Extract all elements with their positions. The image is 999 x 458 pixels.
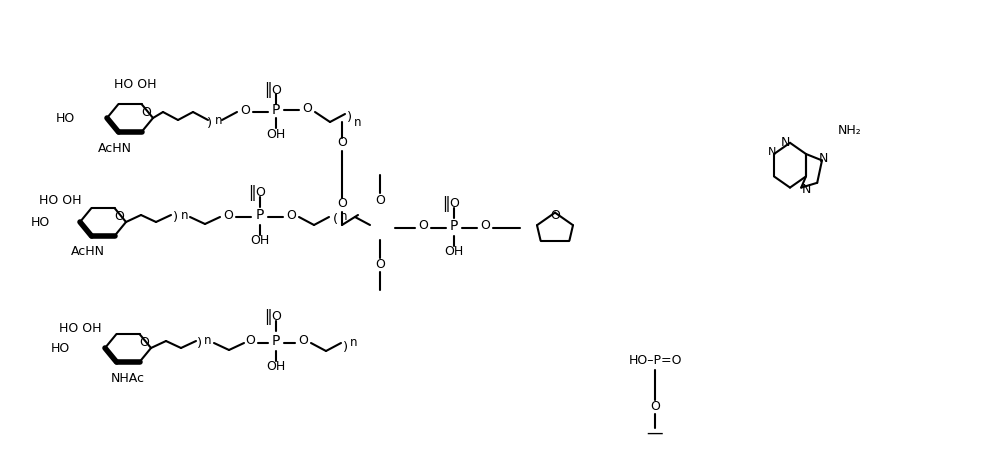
Text: O: O	[302, 102, 312, 114]
Text: HO–P=O: HO–P=O	[628, 354, 681, 366]
Text: HO: HO	[55, 111, 75, 125]
Text: AcHN: AcHN	[98, 142, 132, 154]
Text: N: N	[768, 147, 776, 158]
Text: P: P	[272, 103, 280, 117]
Text: —: —	[646, 424, 663, 442]
Text: ‖: ‖	[443, 196, 450, 212]
Text: ): )	[348, 111, 353, 125]
Text: O: O	[650, 399, 660, 413]
Text: O: O	[450, 197, 459, 211]
Text: HO OH: HO OH	[114, 77, 156, 91]
Text: O: O	[418, 219, 428, 233]
Text: P: P	[450, 219, 459, 233]
Text: O: O	[286, 208, 296, 222]
Text: O: O	[550, 208, 559, 222]
Text: ‖: ‖	[264, 309, 272, 325]
Text: N: N	[819, 153, 828, 165]
Text: O: O	[375, 257, 385, 271]
Text: n: n	[341, 211, 348, 224]
Text: n: n	[204, 334, 212, 348]
Text: N: N	[801, 183, 810, 196]
Text: O: O	[114, 210, 124, 223]
Text: O: O	[240, 104, 250, 116]
Text: HO: HO	[50, 342, 70, 354]
Text: HO OH: HO OH	[39, 193, 81, 207]
Text: ): )	[344, 340, 349, 354]
Text: AcHN: AcHN	[71, 245, 105, 258]
Text: ): )	[208, 118, 213, 131]
Text: O: O	[337, 197, 347, 211]
Text: O: O	[375, 193, 385, 207]
Text: O: O	[223, 208, 233, 222]
Text: O: O	[271, 83, 281, 97]
Text: O: O	[141, 106, 151, 119]
Text: O: O	[481, 219, 490, 233]
Text: NHAc: NHAc	[111, 371, 145, 385]
Text: (: (	[333, 213, 338, 227]
Text: ): )	[198, 338, 203, 350]
Text: O: O	[298, 334, 308, 348]
Text: ‖: ‖	[248, 185, 256, 201]
Text: OH: OH	[445, 245, 464, 258]
Text: OH: OH	[251, 234, 270, 247]
Text: O: O	[245, 334, 255, 348]
Text: n: n	[355, 115, 362, 129]
Text: N: N	[780, 136, 790, 149]
Text: O: O	[139, 336, 149, 349]
Text: ): )	[174, 212, 179, 224]
Text: OH: OH	[267, 360, 286, 374]
Text: O: O	[255, 186, 265, 200]
Text: O: O	[271, 311, 281, 323]
Text: HO: HO	[30, 216, 50, 229]
Text: n: n	[215, 114, 223, 126]
Text: NH₂: NH₂	[838, 124, 862, 136]
Text: n: n	[351, 337, 358, 349]
Text: n: n	[181, 208, 189, 222]
Text: ‖: ‖	[264, 82, 272, 98]
Text: P: P	[272, 334, 280, 348]
Text: OH: OH	[267, 127, 286, 141]
Text: O: O	[337, 136, 347, 149]
Text: HO OH: HO OH	[59, 322, 101, 334]
Text: P: P	[256, 208, 264, 222]
